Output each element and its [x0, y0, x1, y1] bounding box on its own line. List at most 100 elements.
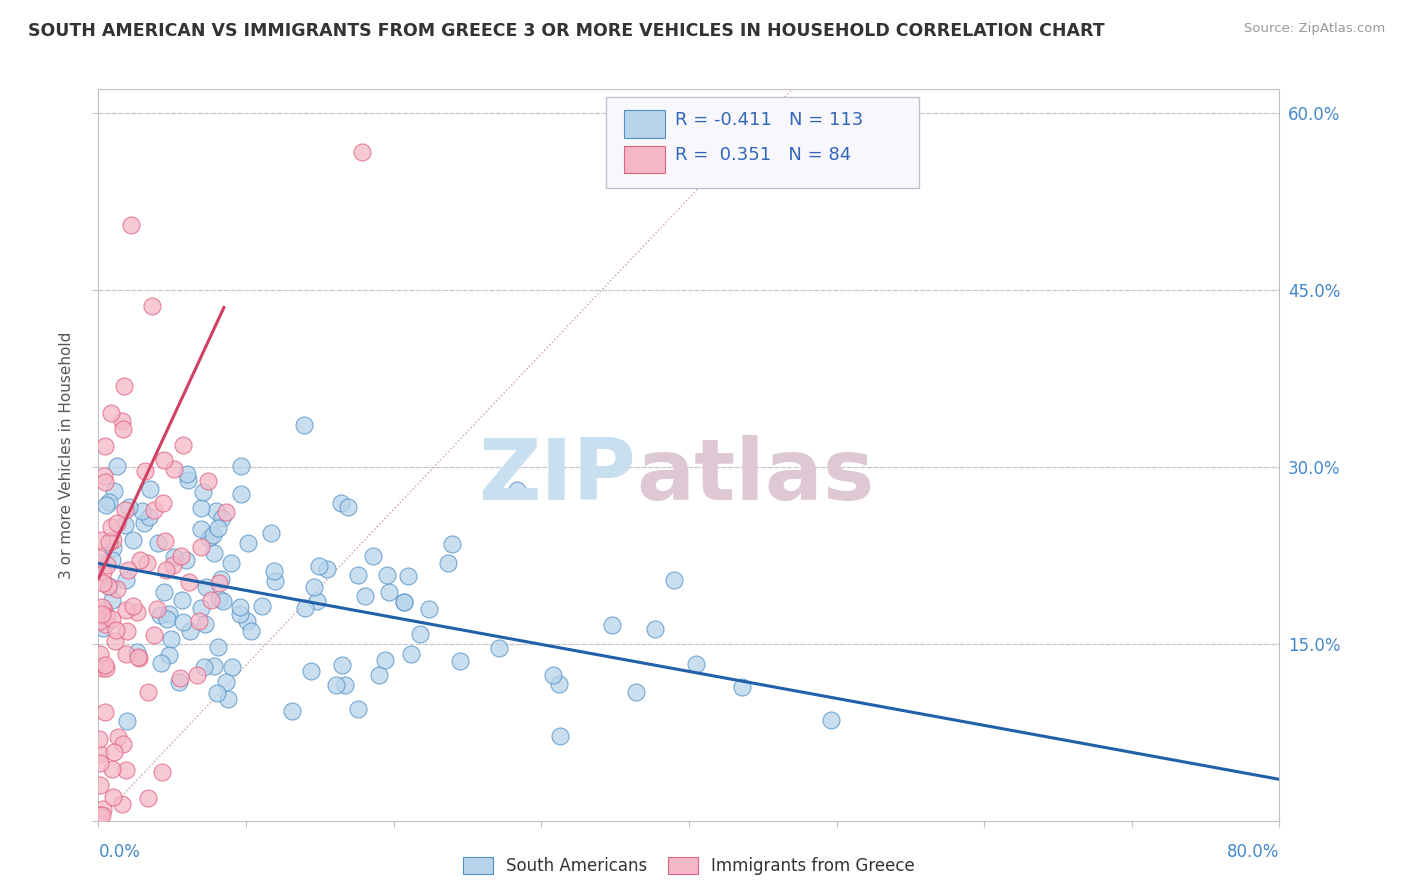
Point: [91, 576, 114, 591]
Point: [194, 616, 217, 631]
Point: [148, 536, 170, 550]
Point: [179, 624, 201, 638]
Point: [89, 614, 111, 628]
Point: [111, 797, 134, 812]
Point: [280, 704, 302, 718]
Point: [662, 574, 685, 588]
Point: [145, 601, 167, 615]
Point: [186, 668, 208, 682]
Point: [229, 600, 252, 615]
Point: [156, 612, 179, 626]
Point: [98, 579, 121, 593]
Point: [229, 458, 252, 473]
Point: [103, 745, 125, 759]
Point: [205, 504, 228, 518]
Point: [96, 558, 118, 573]
Point: [128, 553, 150, 567]
Point: [316, 562, 339, 576]
Point: [211, 511, 233, 525]
Point: [305, 594, 328, 608]
Bar: [624, 145, 665, 173]
Point: [141, 299, 163, 313]
Point: [128, 650, 150, 665]
FancyBboxPatch shape: [606, 96, 920, 188]
Point: [330, 657, 353, 672]
Point: [153, 533, 176, 548]
Point: [114, 502, 136, 516]
Point: [91, 621, 114, 635]
Point: [162, 558, 184, 573]
Point: [207, 575, 229, 590]
Point: [96, 661, 118, 675]
Point: [200, 592, 222, 607]
Point: [96, 610, 118, 624]
Bar: [624, 111, 665, 138]
Point: [236, 536, 259, 550]
Point: [114, 603, 136, 617]
Point: [250, 599, 273, 613]
Point: [172, 615, 194, 630]
Point: [209, 572, 232, 586]
Point: [174, 553, 197, 567]
Point: [624, 684, 647, 698]
Point: [418, 602, 440, 616]
Point: [93, 603, 115, 617]
Point: [127, 650, 149, 665]
Point: [361, 549, 384, 563]
Point: [177, 474, 200, 488]
Point: [488, 641, 510, 656]
Point: [94, 657, 117, 672]
Point: [136, 556, 159, 570]
Point: [221, 659, 243, 673]
Point: [644, 622, 666, 636]
Point: [169, 671, 191, 685]
Point: [100, 612, 122, 626]
Point: [436, 556, 458, 570]
Point: [111, 414, 134, 428]
Point: [91, 566, 114, 580]
Point: [100, 520, 122, 534]
Point: [89, 756, 111, 771]
Point: [142, 628, 165, 642]
Point: [240, 624, 263, 638]
Text: ZIP: ZIP: [478, 435, 636, 518]
Point: [399, 647, 422, 661]
Point: [91, 802, 114, 816]
Point: [93, 468, 115, 483]
Point: [177, 574, 200, 589]
Point: [134, 516, 156, 530]
Point: [190, 522, 212, 536]
Point: [548, 729, 571, 743]
Point: [100, 406, 122, 420]
Point: [111, 737, 134, 751]
Point: [136, 685, 159, 699]
Point: [820, 713, 842, 727]
Point: [172, 438, 194, 452]
Point: [120, 218, 142, 232]
Point: [138, 509, 160, 524]
Point: [118, 500, 141, 515]
Point: [202, 546, 225, 560]
Point: [221, 556, 243, 570]
Point: [103, 484, 125, 499]
Point: [112, 378, 135, 392]
Point: [207, 640, 229, 654]
Point: [190, 540, 212, 554]
Point: [292, 417, 315, 432]
Point: [91, 600, 114, 615]
Point: [176, 467, 198, 481]
Point: [114, 517, 136, 532]
Point: [170, 549, 193, 563]
Point: [329, 496, 352, 510]
Point: [115, 573, 138, 587]
Point: [409, 626, 432, 640]
Point: [97, 535, 120, 549]
Point: [136, 791, 159, 805]
Point: [90, 533, 112, 547]
Point: [191, 485, 214, 500]
Point: [167, 675, 190, 690]
Point: [506, 483, 529, 497]
Point: [547, 677, 569, 691]
Point: [350, 145, 373, 159]
Point: [117, 563, 139, 577]
